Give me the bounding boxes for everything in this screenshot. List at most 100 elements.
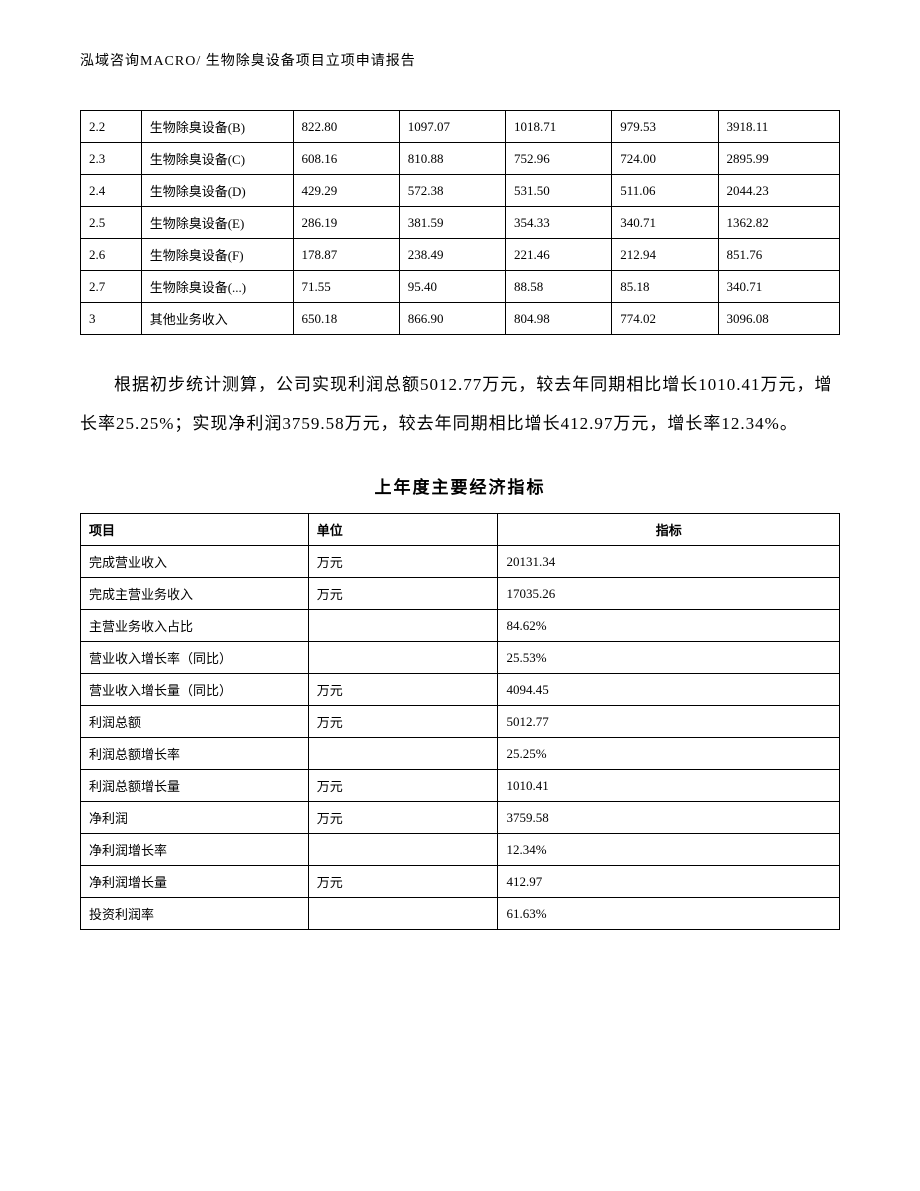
- table-cell: [308, 738, 498, 770]
- table-cell: [308, 610, 498, 642]
- table-row: 完成营业收入万元20131.34: [81, 546, 840, 578]
- table-row: 利润总额万元5012.77: [81, 706, 840, 738]
- table-cell: 4094.45: [498, 674, 840, 706]
- table-cell: 340.71: [612, 207, 718, 239]
- table-header-row: 项目 单位 指标: [81, 514, 840, 546]
- table-cell: 3096.08: [718, 303, 839, 335]
- table-cell: 979.53: [612, 111, 718, 143]
- table-cell: 531.50: [506, 175, 612, 207]
- table-cell: 84.62%: [498, 610, 840, 642]
- table-cell: 61.63%: [498, 898, 840, 930]
- table-cell: 生物除臭设备(F): [141, 239, 293, 271]
- revenue-table: 2.2生物除臭设备(B)822.801097.071018.71979.5339…: [80, 110, 840, 335]
- table-row: 营业收入增长量（同比）万元4094.45: [81, 674, 840, 706]
- table-cell: 354.33: [506, 207, 612, 239]
- table-cell: 万元: [308, 802, 498, 834]
- table-cell: 95.40: [399, 271, 505, 303]
- table-cell: 340.71: [718, 271, 839, 303]
- table-cell: 381.59: [399, 207, 505, 239]
- table-cell: 2895.99: [718, 143, 839, 175]
- economic-indicators-title: 上年度主要经济指标: [80, 473, 840, 498]
- table-cell: 866.90: [399, 303, 505, 335]
- table-cell: 万元: [308, 770, 498, 802]
- table-cell: [308, 898, 498, 930]
- table-cell: 完成主营业务收入: [81, 578, 309, 610]
- table-cell: 724.00: [612, 143, 718, 175]
- table-cell: 主营业务收入占比: [81, 610, 309, 642]
- table-cell: 3918.11: [718, 111, 839, 143]
- table-cell: 572.38: [399, 175, 505, 207]
- table-cell: 生物除臭设备(E): [141, 207, 293, 239]
- table-cell: 生物除臭设备(C): [141, 143, 293, 175]
- table-cell: 3759.58: [498, 802, 840, 834]
- table-cell: 利润总额增长量: [81, 770, 309, 802]
- table-row: 净利润增长率 12.34%: [81, 834, 840, 866]
- table-row: 2.6生物除臭设备(F)178.87238.49221.46212.94851.…: [81, 239, 840, 271]
- table-cell: 其他业务收入: [141, 303, 293, 335]
- table-cell: 822.80: [293, 111, 399, 143]
- table-row: 2.7生物除臭设备(...)71.5595.4088.5885.18340.71: [81, 271, 840, 303]
- table-cell: 412.97: [498, 866, 840, 898]
- table-cell: 851.76: [718, 239, 839, 271]
- table-cell: 2.2: [81, 111, 142, 143]
- table-cell: 万元: [308, 546, 498, 578]
- table-cell: 774.02: [612, 303, 718, 335]
- table-cell: 650.18: [293, 303, 399, 335]
- table-cell: 万元: [308, 674, 498, 706]
- table-row: 完成主营业务收入万元17035.26: [81, 578, 840, 610]
- table-cell: 286.19: [293, 207, 399, 239]
- table-row: 主营业务收入占比 84.62%: [81, 610, 840, 642]
- table-cell: 25.53%: [498, 642, 840, 674]
- table-cell: 212.94: [612, 239, 718, 271]
- table-cell: 2.3: [81, 143, 142, 175]
- table-cell: 完成营业收入: [81, 546, 309, 578]
- table-cell: 804.98: [506, 303, 612, 335]
- table-row: 投资利润率 61.63%: [81, 898, 840, 930]
- table-cell: 178.87: [293, 239, 399, 271]
- table-cell: 生物除臭设备(...): [141, 271, 293, 303]
- table-cell: 1097.07: [399, 111, 505, 143]
- table-cell: [308, 834, 498, 866]
- table-cell: 万元: [308, 578, 498, 610]
- table-cell: 2.4: [81, 175, 142, 207]
- table-row: 净利润增长量万元412.97: [81, 866, 840, 898]
- table-cell: 1010.41: [498, 770, 840, 802]
- table-cell: 2.6: [81, 239, 142, 271]
- table-cell: 429.29: [293, 175, 399, 207]
- revenue-table-body: 2.2生物除臭设备(B)822.801097.071018.71979.5339…: [81, 111, 840, 335]
- table-cell: 利润总额: [81, 706, 309, 738]
- table-cell: 净利润: [81, 802, 309, 834]
- table-cell: 608.16: [293, 143, 399, 175]
- col-header-unit: 单位: [308, 514, 498, 546]
- table-cell: 生物除臭设备(D): [141, 175, 293, 207]
- table-row: 2.2生物除臭设备(B)822.801097.071018.71979.5339…: [81, 111, 840, 143]
- table-row: 营业收入增长率（同比） 25.53%: [81, 642, 840, 674]
- table-cell: 投资利润率: [81, 898, 309, 930]
- table-cell: 71.55: [293, 271, 399, 303]
- table-cell: 5012.77: [498, 706, 840, 738]
- economic-indicators-body: 完成营业收入万元20131.34完成主营业务收入万元17035.26主营业务收入…: [81, 546, 840, 930]
- table-cell: 万元: [308, 866, 498, 898]
- col-header-item: 项目: [81, 514, 309, 546]
- table-cell: 20131.34: [498, 546, 840, 578]
- table-row: 净利润万元3759.58: [81, 802, 840, 834]
- economic-indicators-table: 项目 单位 指标 完成营业收入万元20131.34完成主营业务收入万元17035…: [80, 513, 840, 930]
- table-cell: 511.06: [612, 175, 718, 207]
- table-cell: 净利润增长率: [81, 834, 309, 866]
- table-cell: 810.88: [399, 143, 505, 175]
- col-header-indicator: 指标: [498, 514, 840, 546]
- table-cell: 25.25%: [498, 738, 840, 770]
- page-header: 泓域咨询MACRO/ 生物除臭设备项目立项申请报告: [80, 50, 840, 70]
- table-row: 利润总额增长量万元1010.41: [81, 770, 840, 802]
- table-cell: 238.49: [399, 239, 505, 271]
- table-cell: 利润总额增长率: [81, 738, 309, 770]
- table-cell: 营业收入增长率（同比）: [81, 642, 309, 674]
- table-row: 3其他业务收入650.18866.90804.98774.023096.08: [81, 303, 840, 335]
- table-cell: 1362.82: [718, 207, 839, 239]
- table-cell: 2.5: [81, 207, 142, 239]
- table-cell: 净利润增长量: [81, 866, 309, 898]
- table-cell: [308, 642, 498, 674]
- table-cell: 生物除臭设备(B): [141, 111, 293, 143]
- table-cell: 12.34%: [498, 834, 840, 866]
- table-cell: 万元: [308, 706, 498, 738]
